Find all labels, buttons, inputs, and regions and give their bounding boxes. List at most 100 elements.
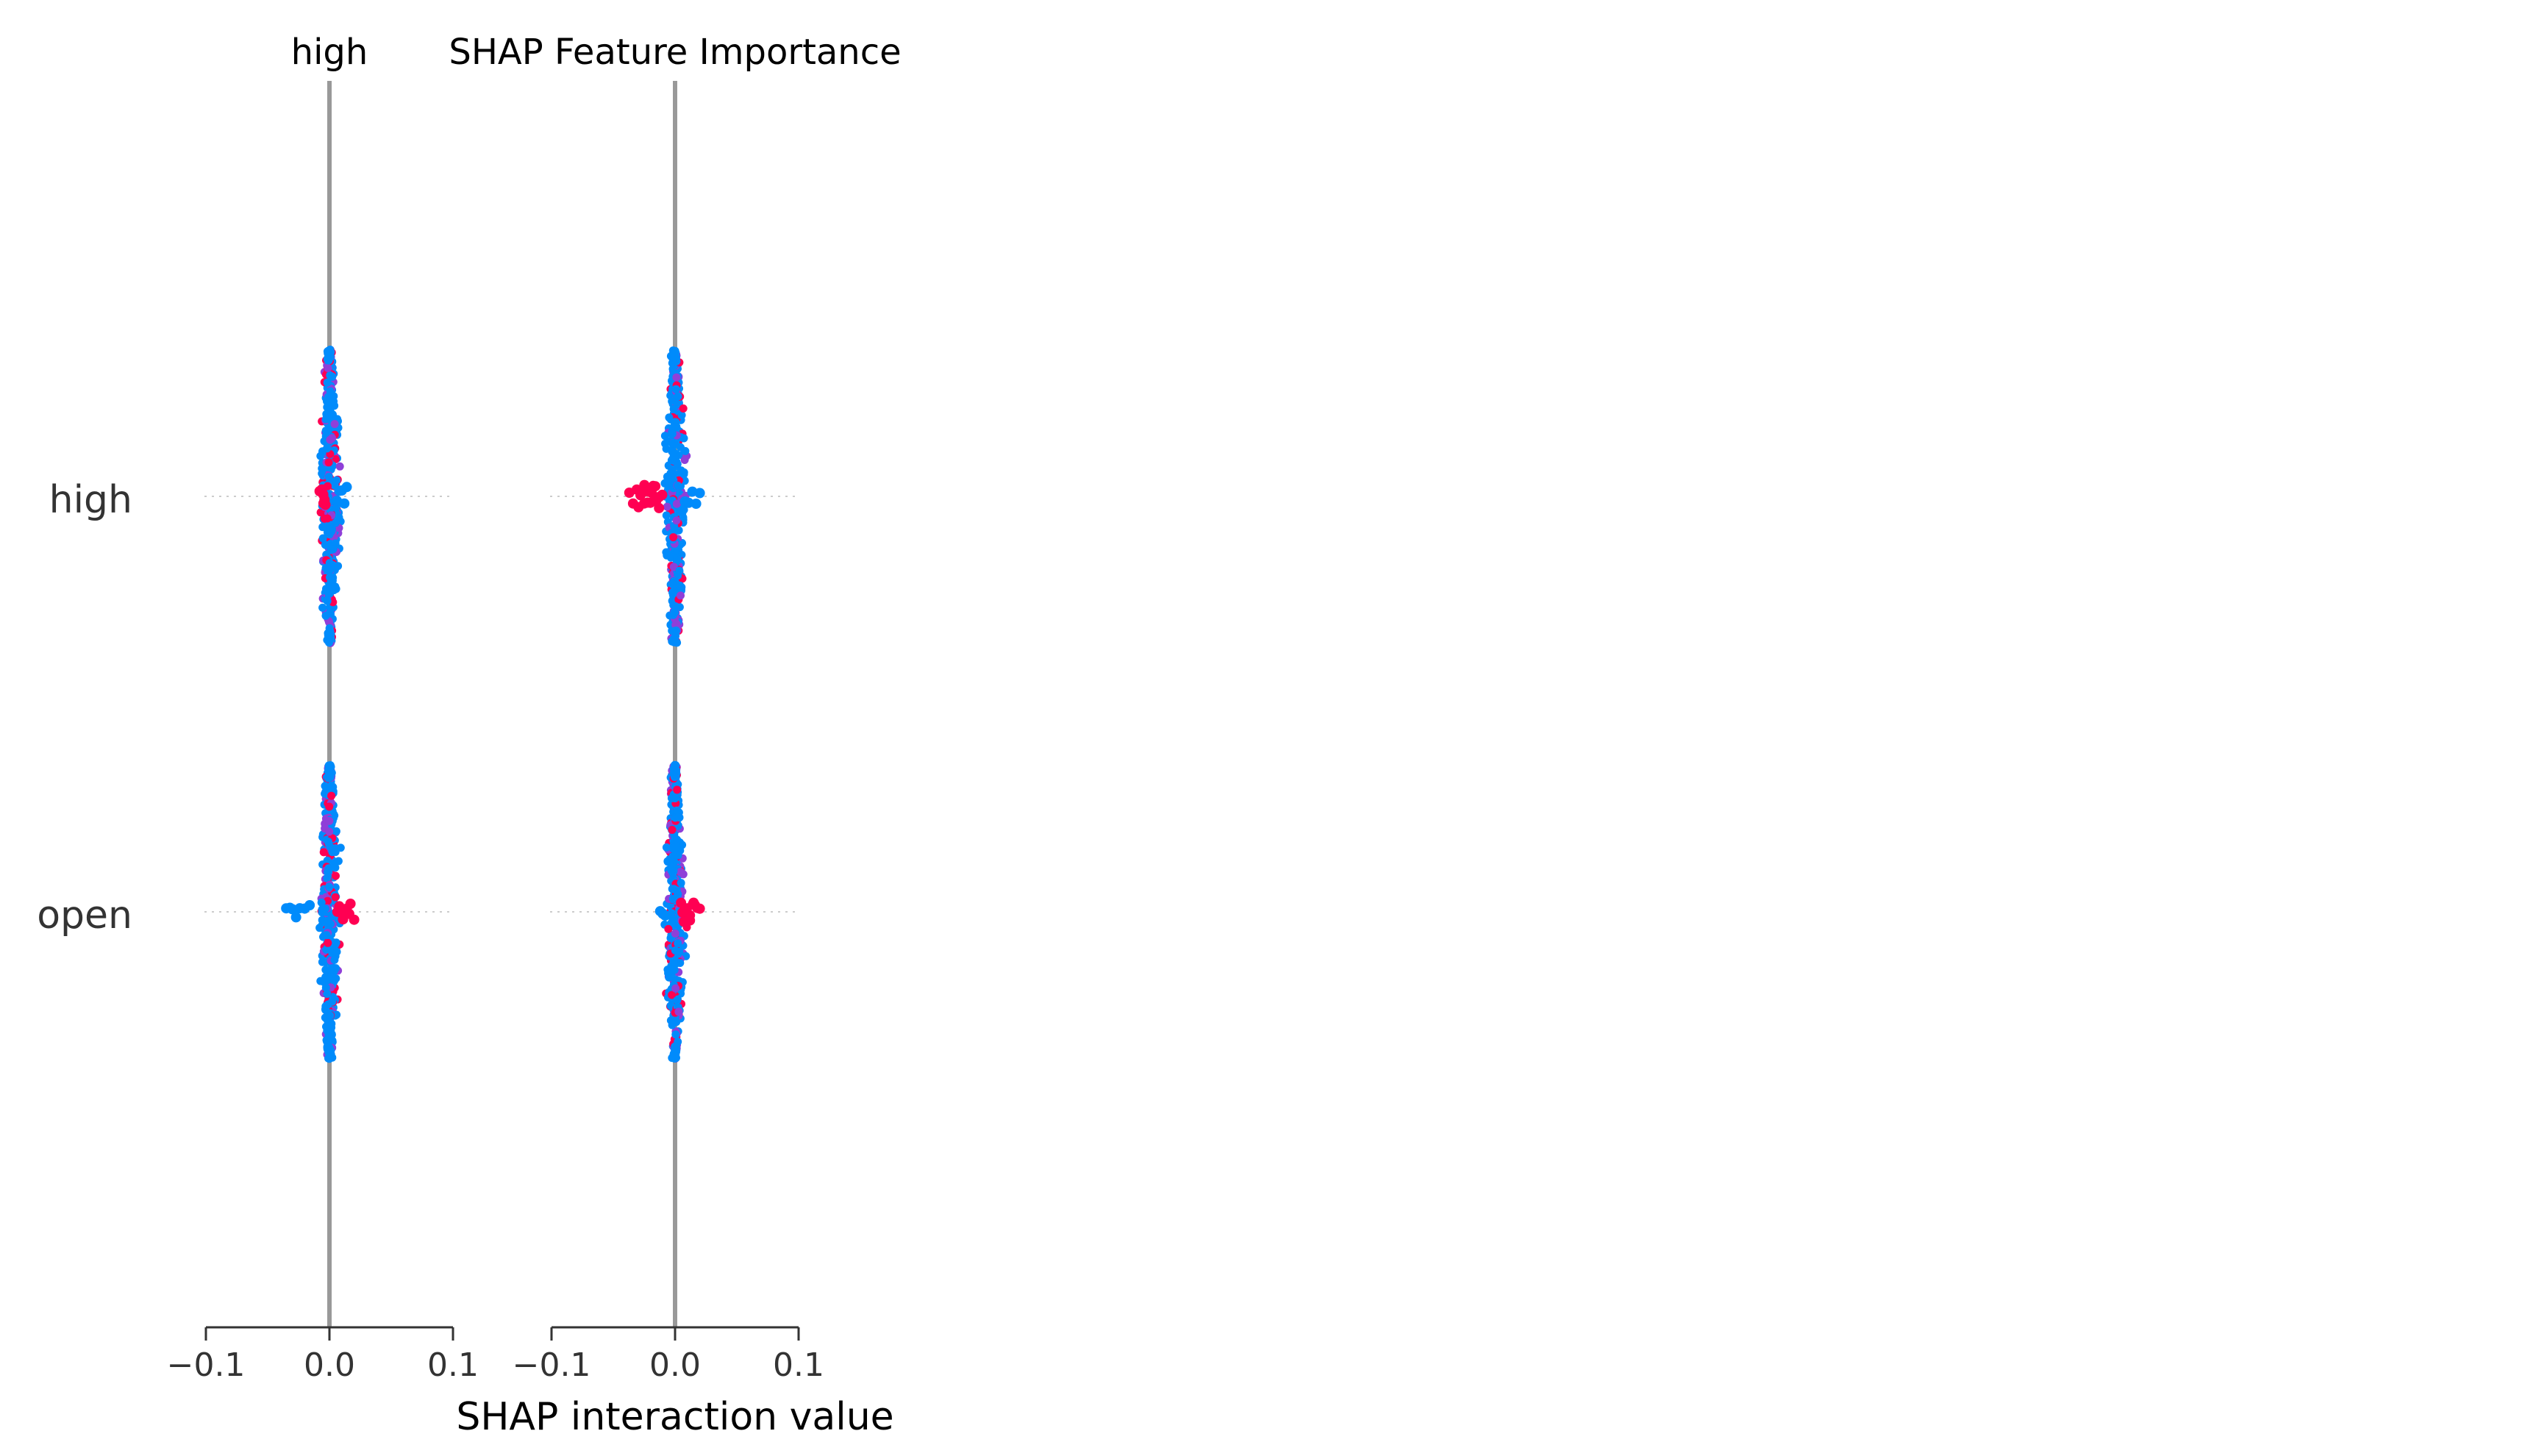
shap-point	[660, 432, 669, 440]
shap-point	[329, 545, 338, 554]
shap-point	[662, 511, 671, 520]
shap-point	[677, 411, 686, 420]
shap-point	[325, 629, 333, 637]
shap-point	[322, 931, 331, 940]
shap-point	[679, 434, 688, 443]
shap-point	[290, 912, 301, 923]
shap-point	[677, 591, 685, 600]
shap-point	[318, 534, 327, 543]
x-tick-label: 0.0	[649, 1346, 701, 1384]
shap-point	[332, 1010, 341, 1019]
shap-point	[671, 984, 680, 993]
shap-point	[669, 404, 678, 413]
shap-point	[325, 802, 334, 811]
shap-point	[325, 559, 334, 568]
shap-point	[672, 886, 681, 895]
shap-point	[319, 848, 328, 857]
shap-point	[323, 1027, 332, 1035]
shap-point	[323, 856, 332, 865]
x-tick-label: −0.1	[513, 1346, 591, 1384]
shap-point	[325, 882, 334, 891]
shap-point	[328, 434, 337, 443]
x-tick-label: 0.1	[773, 1346, 824, 1384]
shap-point	[323, 378, 332, 387]
shap-point	[324, 867, 333, 876]
panel-title-high: high	[291, 32, 368, 73]
shap-point	[666, 550, 674, 559]
shap-point	[670, 966, 679, 974]
shap-point	[334, 562, 343, 571]
shap-point	[318, 905, 327, 914]
shap-point	[324, 590, 333, 598]
shap-point	[304, 900, 315, 910]
shap-point	[674, 939, 682, 948]
shap-point	[324, 1033, 333, 1042]
shap-point	[321, 611, 330, 620]
shap-point	[318, 469, 327, 478]
shap-point	[694, 488, 705, 499]
shap-point	[315, 924, 324, 932]
shap-point	[332, 964, 340, 973]
shap-point	[325, 974, 334, 983]
shap-point	[329, 993, 338, 1002]
shap-point	[672, 806, 681, 815]
feature-label-high: high	[49, 478, 132, 522]
shap-point	[325, 638, 333, 647]
shap-point	[674, 1007, 683, 1016]
shap-point	[654, 502, 665, 513]
shap-point	[664, 968, 673, 977]
shap-point	[674, 392, 682, 401]
shap-point	[332, 938, 340, 947]
shap-point	[671, 841, 679, 850]
shap-point	[343, 908, 354, 919]
shap-point	[325, 827, 334, 836]
shap-point	[318, 603, 327, 612]
shap-point	[657, 489, 668, 500]
shap-point	[332, 871, 340, 880]
shap-point	[670, 627, 679, 636]
shap-point	[331, 518, 340, 527]
shap-point	[331, 863, 340, 872]
shap-point	[671, 762, 679, 771]
shap-point	[668, 580, 677, 589]
shap-point	[323, 990, 332, 998]
shap-point	[324, 364, 332, 372]
shap-point	[318, 523, 327, 532]
shap-point	[671, 929, 679, 938]
x-axis-title: SHAP interaction value	[456, 1395, 893, 1439]
shap-point	[325, 817, 334, 825]
shap-point	[321, 789, 329, 798]
shap-point	[332, 476, 341, 485]
shap-point	[671, 349, 680, 357]
shap-point	[679, 404, 688, 413]
shap-point	[327, 791, 336, 800]
shap-point	[669, 957, 678, 966]
panel-title-shap-feature-importance: SHAP Feature Importance	[449, 32, 901, 73]
feature-label-open: open	[37, 893, 132, 938]
shap-point	[669, 452, 678, 461]
shap-point	[671, 1046, 679, 1055]
shap-point	[326, 1011, 335, 1020]
shap-point	[663, 502, 671, 511]
shap-point	[335, 462, 344, 471]
beeswarm-points	[281, 346, 360, 1063]
shap-point	[662, 843, 671, 852]
shap-point	[677, 466, 685, 475]
shap-point	[331, 893, 340, 902]
shap-point	[324, 838, 332, 846]
shap-point	[320, 499, 331, 510]
shap-point	[326, 387, 335, 396]
shap-point	[321, 1002, 330, 1010]
shap-point	[650, 481, 661, 492]
shap-point	[665, 413, 674, 422]
shap-point	[339, 498, 350, 509]
x-tick-label: 0.1	[427, 1346, 479, 1384]
shap-point	[323, 874, 332, 882]
x-tick-label: 0.0	[304, 1346, 355, 1384]
shap-point	[673, 996, 682, 1004]
shap-point	[677, 879, 685, 888]
shap-point	[317, 898, 326, 907]
shap-point	[670, 773, 679, 782]
shap-point	[321, 415, 330, 424]
shap-point	[324, 896, 332, 905]
